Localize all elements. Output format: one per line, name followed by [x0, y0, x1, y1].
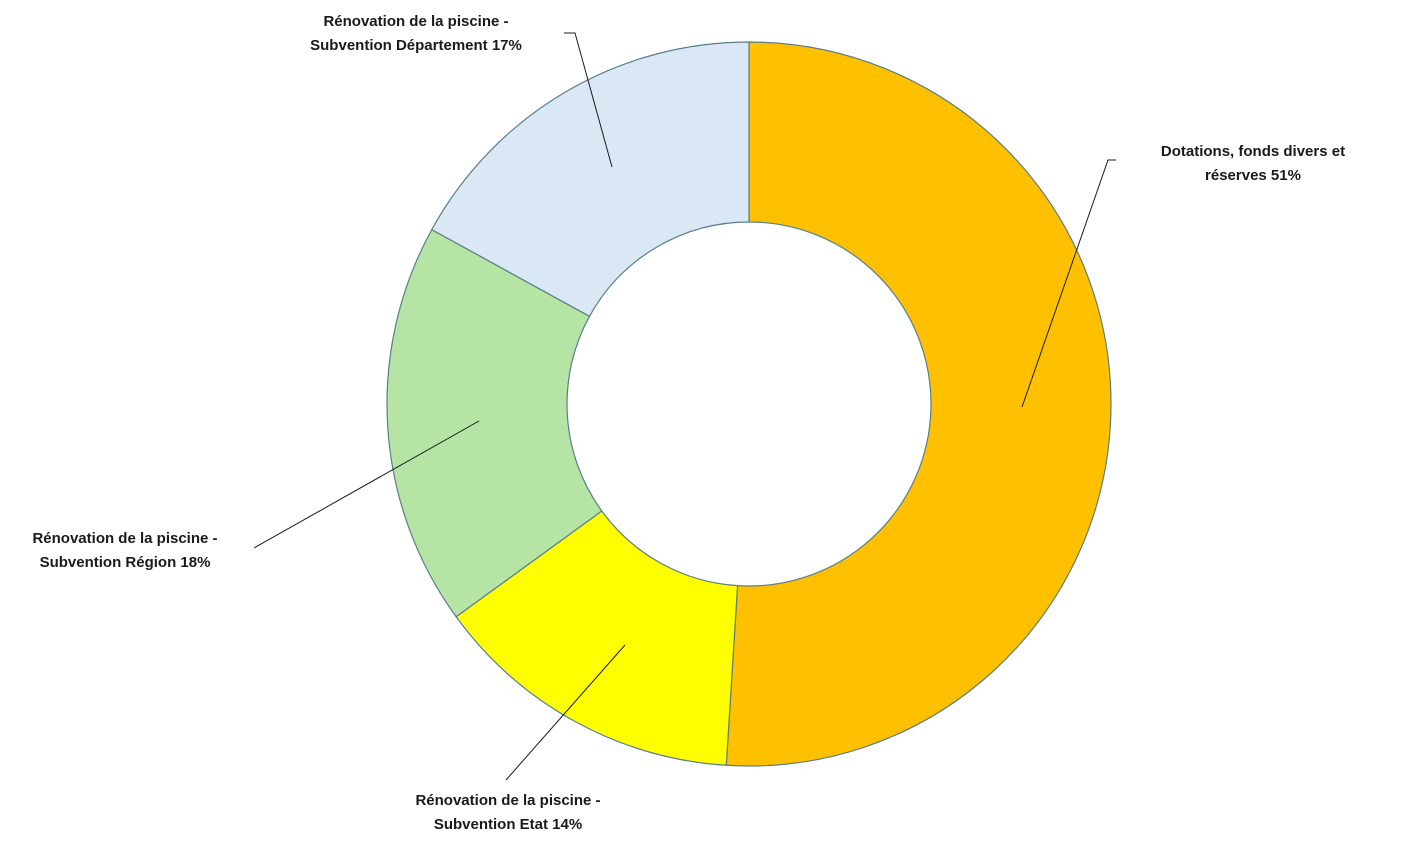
data-label-line: Rénovation de la piscine -	[415, 792, 600, 809]
data-label: Rénovation de la piscine - Subvention Eta…	[415, 792, 600, 833]
donut-slice-reserves-51	[725, 41, 1112, 767]
data-label: Rénovation de la piscine - Subvention Dép…	[310, 13, 522, 54]
data-label-line: Rénovation de la piscine -	[323, 13, 508, 30]
data-label-line: Subvention Région 18%	[40, 554, 211, 571]
data-label-line: réserves 51%	[1205, 167, 1301, 184]
slices-layer	[386, 41, 1112, 767]
data-label-line: Subvention Département 17%	[310, 37, 522, 54]
data-label: Dotations, fonds divers et réserves 51%	[1161, 143, 1345, 184]
data-label: Rénovation de la piscine - Subvention Rég…	[32, 530, 217, 571]
donut-slice-subvention-departement-17	[430, 41, 750, 318]
leader-line	[505, 644, 626, 781]
data-label-line: Subvention Etat 14%	[434, 816, 582, 833]
leader-line	[1021, 159, 1116, 408]
leader-line	[564, 32, 613, 168]
data-labels-layer: Dotations, fonds divers et réserves 51% Ré…	[32, 13, 1345, 833]
leader-line	[253, 420, 480, 549]
leader-lines-layer	[253, 32, 1116, 781]
donut-slice-subvention-region-18	[386, 228, 603, 618]
data-label-line: Rénovation de la piscine -	[32, 530, 217, 547]
donut-slice-subvention-etat-14	[455, 510, 739, 766]
data-label-line: Dotations, fonds divers et	[1161, 143, 1345, 160]
